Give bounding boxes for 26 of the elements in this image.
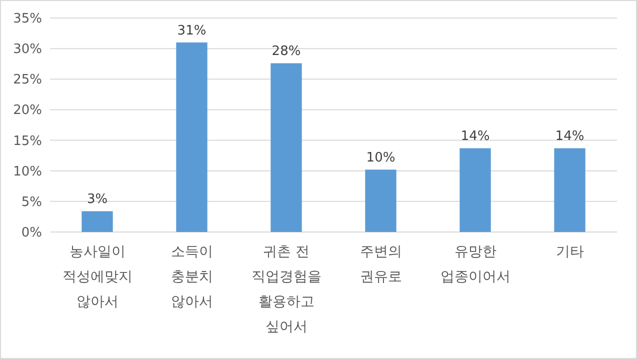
x-tick-label: 귀촌 전 직업경험을 활용하고 싶어서 xyxy=(251,244,322,335)
x-tick-label: 기타 xyxy=(556,244,584,260)
y-tick-label: 20% xyxy=(13,103,42,118)
bar xyxy=(82,211,113,232)
bar xyxy=(554,148,586,232)
bar xyxy=(270,63,302,232)
data-label: 14% xyxy=(460,129,490,144)
data-label: 28% xyxy=(272,44,301,60)
bar xyxy=(365,170,396,232)
data-label: 3% xyxy=(86,192,108,208)
x-tick-label: 농사일이 적성에맞지 않아서 xyxy=(62,244,132,310)
x-tick-label: 소득이 충분치 않아서 xyxy=(170,244,213,310)
data-label: 31% xyxy=(177,23,206,38)
y-tick-label: 35% xyxy=(13,12,42,26)
bar xyxy=(176,42,208,232)
y-tick-label: 25% xyxy=(13,72,42,88)
x-tick-label: 주변의 권유로 xyxy=(360,244,402,285)
y-tick-label: 30% xyxy=(13,42,42,58)
y-tick-label: 0% xyxy=(21,226,42,240)
data-label: 10% xyxy=(366,150,396,166)
y-tick-label: 10% xyxy=(13,164,42,180)
y-tick-label: 5% xyxy=(21,194,42,210)
x-tick-label: 유망한 업종이어서 xyxy=(440,244,510,285)
bar xyxy=(460,148,491,232)
y-tick-label: 15% xyxy=(13,134,42,149)
data-label: 14% xyxy=(555,129,584,144)
